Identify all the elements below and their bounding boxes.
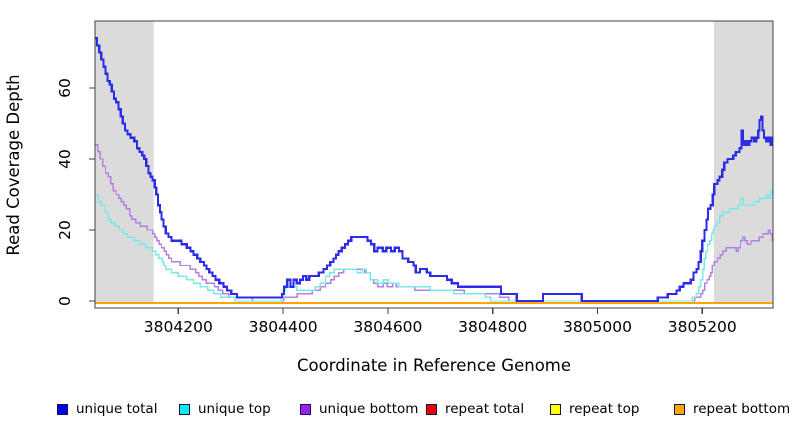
legend-swatch-repeat-total: [426, 403, 437, 415]
legend-swatch-unique-total: [57, 403, 68, 415]
legend-item-unique-bottom: unique bottom: [300, 398, 418, 420]
legend-label: repeat bottom: [693, 401, 791, 417]
legend-item-repeat-top: repeat top: [550, 398, 639, 420]
legend-item-repeat-total: repeat total: [426, 398, 524, 420]
series-lines: [95, 37, 774, 304]
tick-labels: 3804200 3804400 3804600 3804800 3805000 38052…: [56, 78, 737, 336]
legend-label: unique total: [76, 401, 158, 417]
y-tick-label: 60: [56, 78, 74, 98]
legend-swatch-unique-top: [179, 403, 190, 415]
x-tick-label: 3805000: [563, 318, 632, 336]
legend-swatch-repeat-bottom: [674, 403, 685, 415]
axes: [89, 20, 774, 314]
legend-label: repeat top: [569, 401, 640, 417]
y-tick-label: 40: [56, 149, 74, 169]
y-tick-label: 0: [56, 296, 74, 306]
x-tick-label: 3804400: [249, 318, 318, 336]
plot-box: [94, 20, 774, 309]
x-tick-label: 3804600: [353, 318, 422, 336]
coverage-plot: 3804200 3804400 3804600 3804800 3805000 38052…: [4, 20, 774, 375]
y-axis-title: Read Coverage Depth: [4, 74, 23, 255]
legend-item-unique-total: unique total: [57, 398, 157, 420]
legend-item-repeat-bottom: repeat bottom: [674, 398, 790, 420]
legend-label: repeat total: [445, 401, 525, 417]
x-tick-label: 3804800: [458, 318, 527, 336]
x-tick-label: 3804200: [144, 318, 213, 336]
series-line-unique-top: [95, 190, 774, 302]
legend-swatch-repeat-top: [550, 403, 561, 415]
x-tick-label: 3805200: [668, 318, 737, 336]
series-line-unique-bottom: [95, 144, 773, 302]
legend: unique total unique top unique bottom re…: [0, 398, 792, 424]
x-axis-title: Coordinate in Reference Genome: [297, 356, 571, 375]
legend-swatch-unique-bottom: [300, 403, 311, 415]
y-tick-label: 20: [56, 220, 74, 240]
repeat-region-band: [713, 21, 773, 303]
series-line-unique-total: [95, 37, 774, 303]
legend-label: unique bottom: [319, 401, 419, 417]
legend-label: unique top: [198, 401, 271, 417]
legend-item-unique-top: unique top: [179, 398, 271, 420]
repeat-region-shading: [95, 21, 773, 303]
